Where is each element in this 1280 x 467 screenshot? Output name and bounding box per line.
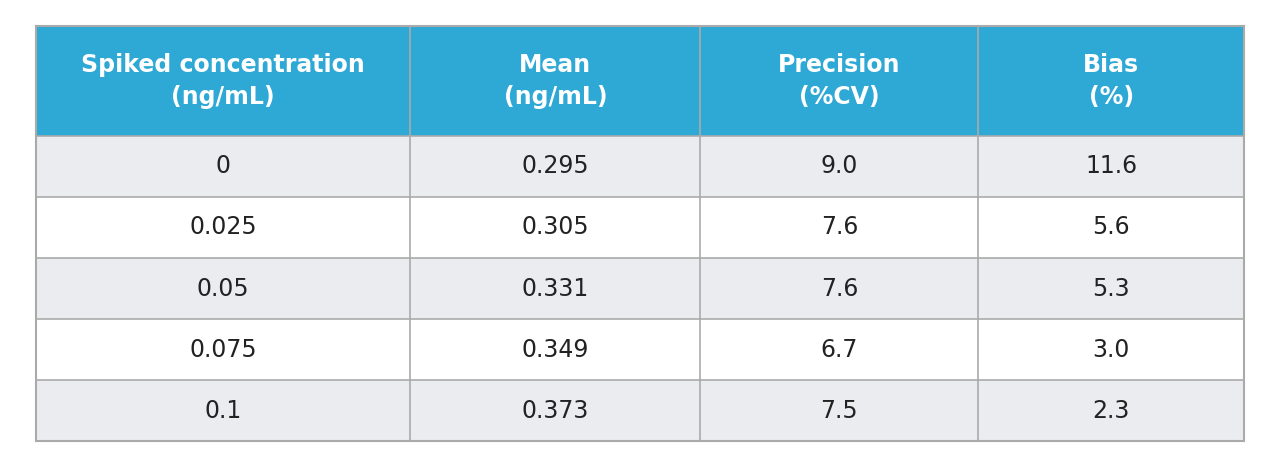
Text: 0.331: 0.331 bbox=[522, 276, 589, 301]
Text: 5.6: 5.6 bbox=[1092, 215, 1130, 240]
Text: 11.6: 11.6 bbox=[1085, 155, 1138, 178]
Text: 0.1: 0.1 bbox=[205, 399, 242, 423]
Bar bbox=[700, 319, 978, 380]
Text: 0.349: 0.349 bbox=[522, 338, 589, 361]
Bar bbox=[978, 258, 1244, 319]
Bar bbox=[411, 258, 700, 319]
Bar bbox=[36, 197, 411, 258]
Text: 7.6: 7.6 bbox=[820, 276, 858, 301]
Text: 0.075: 0.075 bbox=[189, 338, 257, 361]
Bar bbox=[978, 26, 1244, 136]
Text: 5.3: 5.3 bbox=[1092, 276, 1130, 301]
Bar bbox=[411, 136, 700, 197]
Bar bbox=[700, 380, 978, 441]
Bar bbox=[36, 319, 411, 380]
Bar bbox=[978, 319, 1244, 380]
Bar bbox=[36, 380, 411, 441]
Bar bbox=[700, 26, 978, 136]
Text: 7.5: 7.5 bbox=[820, 399, 858, 423]
Bar bbox=[978, 380, 1244, 441]
Text: Mean
(ng/mL): Mean (ng/mL) bbox=[503, 53, 607, 108]
Bar bbox=[411, 197, 700, 258]
Bar bbox=[978, 197, 1244, 258]
Bar bbox=[700, 197, 978, 258]
Text: 7.6: 7.6 bbox=[820, 215, 858, 240]
Text: 0.025: 0.025 bbox=[189, 215, 257, 240]
Bar bbox=[411, 319, 700, 380]
Text: Bias
(%): Bias (%) bbox=[1083, 53, 1139, 108]
Text: 0.05: 0.05 bbox=[197, 276, 250, 301]
Bar bbox=[978, 136, 1244, 197]
Bar bbox=[36, 26, 411, 136]
Bar bbox=[700, 258, 978, 319]
Bar bbox=[700, 136, 978, 197]
Bar bbox=[36, 136, 411, 197]
Text: 0.295: 0.295 bbox=[522, 155, 589, 178]
Text: 0.305: 0.305 bbox=[522, 215, 589, 240]
Text: 9.0: 9.0 bbox=[820, 155, 858, 178]
Text: 3.0: 3.0 bbox=[1093, 338, 1130, 361]
Text: Spiked concentration
(ng/mL): Spiked concentration (ng/mL) bbox=[81, 53, 365, 108]
Bar bbox=[36, 26, 1244, 441]
Text: 0: 0 bbox=[215, 155, 230, 178]
Text: Precision
(%CV): Precision (%CV) bbox=[778, 53, 901, 108]
Text: 0.373: 0.373 bbox=[522, 399, 589, 423]
Text: 2.3: 2.3 bbox=[1093, 399, 1130, 423]
Bar bbox=[36, 258, 411, 319]
Bar bbox=[411, 380, 700, 441]
Bar bbox=[411, 26, 700, 136]
Text: 6.7: 6.7 bbox=[820, 338, 858, 361]
